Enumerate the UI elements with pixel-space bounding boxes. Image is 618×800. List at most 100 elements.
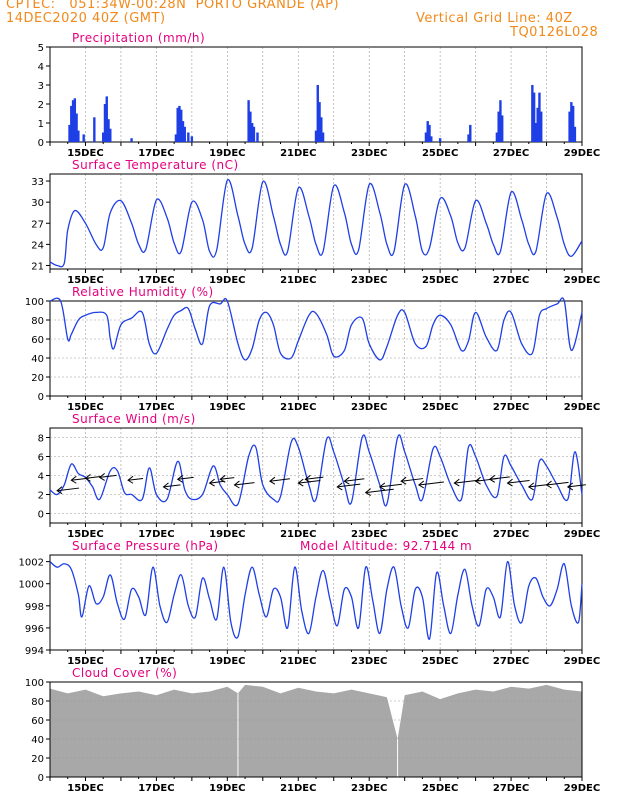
wind-ytick-label-0: 0 xyxy=(38,510,44,521)
precip-bar-48 xyxy=(540,111,543,142)
precip-bar-24 xyxy=(250,123,254,142)
cloud-ytick-label-3: 60 xyxy=(31,716,44,727)
wind-arrowhead-16 xyxy=(378,482,386,491)
wind-xlabel-1: 17DEC xyxy=(138,529,174,540)
pressure-xlabel-1: 17DEC xyxy=(138,656,174,667)
precip-xlabel-0: 15DEC xyxy=(67,148,103,159)
precip-bar-43 xyxy=(531,85,534,142)
temp-xlabel-4: 23DEC xyxy=(351,275,387,286)
precip-bar-47 xyxy=(538,92,541,142)
cloud-ytick-label-4: 80 xyxy=(31,697,44,708)
precip-bar-37 xyxy=(467,134,470,142)
wind-arrowhead-15 xyxy=(364,488,371,497)
rh-ytick-label-3: 60 xyxy=(31,335,44,346)
wind-arrow-9 xyxy=(234,482,255,486)
wind-arrowhead-24 xyxy=(545,480,552,489)
wind-arrowhead-11 xyxy=(297,478,304,487)
header-code: TQ0126L028 xyxy=(510,25,599,40)
wind-arrow-21 xyxy=(489,476,510,480)
pressure-ytick-label-3: 1000 xyxy=(19,580,44,591)
precip-xlabel-2: 19DEC xyxy=(209,148,245,159)
wind-xlabel-4: 23DEC xyxy=(351,529,387,540)
temp-ytick-label-2: 27 xyxy=(31,219,44,230)
precip-bar-0 xyxy=(68,124,71,142)
cloud-xlabel-3: 21DEC xyxy=(280,783,316,794)
pressure-ytick-label-4: 1002 xyxy=(19,558,44,569)
precip-bar-21 xyxy=(190,136,194,142)
wind-arrowhead-10 xyxy=(269,476,276,485)
pressure-ytick-label-1: 996 xyxy=(25,624,44,635)
precip-bar-5 xyxy=(77,130,80,142)
precip-bar-13 xyxy=(130,138,133,142)
precip-bar-38 xyxy=(469,124,472,142)
precip-bar-25 xyxy=(252,126,256,142)
temp-xlabel-2: 19DEC xyxy=(209,275,245,286)
wind-arrowhead-6 xyxy=(176,474,183,483)
precip-bar-42 xyxy=(501,115,504,142)
precip-bar-52 xyxy=(573,126,577,142)
precip-xlabel-4: 23DEC xyxy=(351,148,387,159)
wind-ytick-label-2: 4 xyxy=(38,472,44,483)
wind-arrow-17 xyxy=(401,478,424,482)
precip-bar-4 xyxy=(75,113,78,142)
rh-ytick-label-1: 20 xyxy=(31,373,44,384)
precip-bar-44 xyxy=(532,92,536,142)
precip-bar-28 xyxy=(316,85,319,142)
pressure-xlabel-6: 27DEC xyxy=(493,656,529,667)
wind-arrow-23 xyxy=(528,484,549,488)
rh-xlabel-3: 21DEC xyxy=(280,402,316,413)
precip-bar-40 xyxy=(497,111,500,142)
wind-arrow-5 xyxy=(163,484,181,488)
wind-arrow-4 xyxy=(127,477,144,481)
pressure-title: Surface Pressure (hPa) xyxy=(72,539,219,553)
cloud-ytick-label-2: 40 xyxy=(31,735,44,746)
precip-ytick-label-4: 4 xyxy=(38,62,44,73)
precip-bar-30 xyxy=(320,117,323,142)
wind-arrow-16 xyxy=(379,483,402,488)
pressure-ytick-label-2: 998 xyxy=(25,602,44,613)
rh-ytick-label-2: 40 xyxy=(31,354,44,365)
precip-bar-32 xyxy=(424,132,428,142)
wind-ytick-label-3: 6 xyxy=(38,453,44,464)
wind-arrow-8 xyxy=(220,477,235,480)
precip-ytick-label-2: 2 xyxy=(38,100,44,111)
cloud-xlabel-6: 27DEC xyxy=(493,783,529,794)
pressure-xlabel-7: 29DEC xyxy=(564,656,600,667)
cloud-xlabel-2: 19DEC xyxy=(209,783,245,794)
precip-bar-35 xyxy=(430,136,433,142)
wind-arrowhead-5 xyxy=(162,482,169,491)
precip-bar-46 xyxy=(536,107,539,142)
precip-bar-31 xyxy=(321,132,325,142)
wind-arrowhead-20 xyxy=(474,476,481,485)
rh-title: Relative Humidity (%) xyxy=(72,285,214,299)
precip-bar-2 xyxy=(71,100,75,142)
wind-arrowhead-14 xyxy=(343,476,350,485)
wind-ytick-label-4: 8 xyxy=(38,434,44,445)
precip-bar-23 xyxy=(249,111,252,142)
temp-xlabel-3: 21DEC xyxy=(280,275,316,286)
wind-ytick-label-1: 2 xyxy=(38,491,44,502)
wind-arrowhead-22 xyxy=(506,478,513,487)
pressure-ytick-label-0: 994 xyxy=(25,646,44,657)
rh-xlabel-2: 19DEC xyxy=(209,402,245,413)
wind-arrowhead-18 xyxy=(417,480,425,489)
temp-series-line xyxy=(49,179,583,268)
precip-bar-8 xyxy=(102,132,105,142)
cloud-ytick-label-0: 0 xyxy=(38,773,44,784)
wind-arrowhead-0 xyxy=(56,486,63,495)
wind-xlabel-2: 19DEC xyxy=(209,529,245,540)
precip-ytick-label-1: 1 xyxy=(38,119,44,130)
wind-arrowhead-21 xyxy=(488,474,496,483)
wind-arrow-3 xyxy=(99,474,117,478)
precip-bar-50 xyxy=(570,102,573,142)
cloud-xlabel-0: 15DEC xyxy=(67,783,103,794)
rh-frame xyxy=(49,300,583,397)
wind-arrow-6 xyxy=(177,476,194,480)
rh-ytick-label-4: 80 xyxy=(31,316,44,327)
precip-bar-19 xyxy=(183,126,186,142)
precip-bar-22 xyxy=(247,100,250,142)
wind-arrowhead-9 xyxy=(233,480,240,489)
precip-bar-20 xyxy=(187,132,190,142)
wind-arrowhead-1 xyxy=(70,475,77,484)
